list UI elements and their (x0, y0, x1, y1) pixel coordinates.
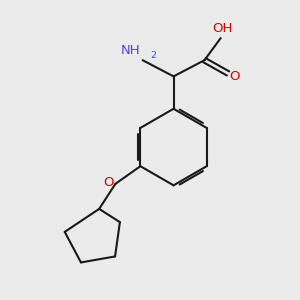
Text: O: O (229, 70, 240, 83)
Text: NH: NH (121, 44, 140, 57)
Text: O: O (104, 176, 114, 189)
Text: 2: 2 (150, 51, 156, 60)
Text: OH: OH (212, 22, 232, 34)
